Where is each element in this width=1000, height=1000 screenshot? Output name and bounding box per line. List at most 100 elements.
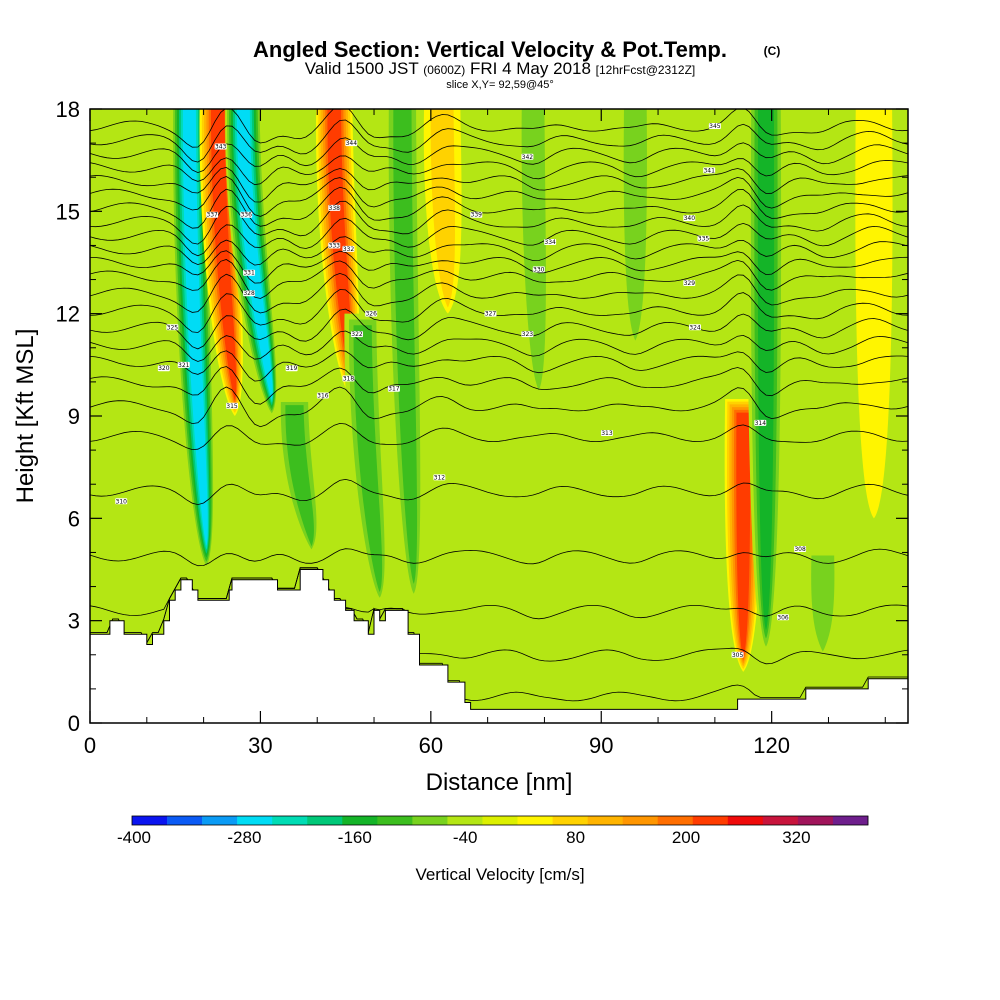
colorbar-swatch [447,816,483,825]
contour-label: 340 [684,215,696,222]
theta-contour-line [90,217,908,257]
contour-label: 330 [533,266,545,273]
contour-label-bg [470,211,483,218]
contour-label-bg [600,430,613,437]
contour-label-bg [342,375,355,382]
theta-contour-line [90,186,908,229]
contour-label-bg [433,474,446,481]
contour-label: 323 [522,331,534,338]
colorbar-tick-label: -400 [117,828,151,847]
chart-title: Angled Section: Vertical Velocity & Pot.… [253,37,727,62]
colorbar-swatch [517,816,553,825]
contour-label: 341 [703,167,715,174]
contour-label: 345 [709,123,721,130]
contour-labels: 305 306 308 310 312 313 314 315 316 317 318 319 320 3… [115,123,807,659]
theta-contour-line [90,478,908,506]
contour-label: 344 [346,140,358,147]
contour-label: 338 [329,205,341,212]
axes: 0 30 60 90 120 0 3 6 9 12 15 18 [56,97,908,758]
contour-label: 335 [698,236,710,243]
colorbar-swatch [482,816,518,825]
contour-label: 337 [206,212,218,219]
velocity-level [811,555,835,652]
velocity-band [855,109,893,519]
subtitle-utc: (0600Z) [423,63,465,77]
contour-label-bg [214,143,227,150]
theta-contour-line [90,548,908,567]
colorbar-swatch [587,816,623,825]
velocity-level [182,109,208,546]
contour-label: 339 [471,212,483,219]
theta-contour-line [90,308,908,350]
velocity-band [804,552,842,655]
contour-label: 327 [485,311,497,318]
colorbar-label: Vertical Velocity [cm/s] [415,865,584,884]
contour-label-bg [544,239,557,246]
contour-label: 343 [215,144,227,151]
theta-contour-line [90,155,908,186]
x-axis-label: Distance [nm] [426,769,573,796]
contour-label: 322 [351,331,363,338]
contour-label: 334 [544,239,556,246]
contour-label-bg [683,215,696,222]
contour-label: 324 [689,324,701,331]
velocity-band [225,109,278,416]
theta-contour-line [90,366,908,405]
colorbar-swatch [762,816,799,825]
contour-label-bg [365,310,378,317]
x-tick-label: 120 [753,733,790,758]
contour-label-bg [226,402,239,409]
colorbar-swatch [342,816,378,825]
contour-label-bg [703,167,716,174]
contour-label-bg [328,204,341,211]
contour-label-bg [532,266,545,273]
theta-contour-line [90,289,908,333]
contour-label-bg [240,211,253,218]
contour-label-bg [243,290,256,297]
contour-label-bg [794,546,807,553]
contour-label-bg [157,365,170,372]
terrain [90,569,908,723]
colorbar-tick-label: 200 [672,828,700,847]
subtitle-forecast: [12hrFcst@2312Z] [596,63,696,77]
velocity-band [276,398,320,553]
contour-label: 326 [365,311,377,318]
colorbar-swatch [132,816,168,825]
contour-label: 331 [243,270,255,277]
contour-label: 310 [116,498,128,505]
chart-subtitle: Valid 1500 JST (0600Z) FRI 4 May 2018 [1… [305,59,695,78]
contour-label-bg [688,324,701,331]
colorbar-swatch [622,816,659,825]
x-tick-label: 60 [419,733,443,758]
colorbar-swatch [202,816,238,825]
contour-label-bg [484,310,497,317]
colorbar-tick-label: -280 [227,828,261,847]
x-tick-label: 30 [248,733,272,758]
x-tick-label: 0 [84,733,96,758]
theta-contour-line [90,236,908,266]
colorbar-swatch [692,816,729,825]
theta-contours [90,109,908,702]
velocity-level [393,109,418,584]
y-tick-label: 3 [68,609,80,634]
contour-label: 318 [343,375,355,382]
contour-label: 316 [317,393,329,400]
contour-label: 333 [329,242,341,249]
contour-label-bg [521,153,534,160]
subtitle-date: FRI 4 May 2018 [470,59,591,78]
contour-label: 305 [732,652,744,659]
theta-contour-line [90,272,908,314]
y-tick-label: 9 [68,404,80,429]
theta-contour-line [90,176,908,217]
contour-label-bg [777,614,790,621]
colorbar-swatch [832,816,869,825]
y-tick-label: 0 [68,711,80,736]
colorbar-tick-label: -40 [453,828,478,847]
colorbar-swatch [797,816,834,825]
colorbar-swatch [377,816,413,825]
contour-label: 321 [178,362,190,369]
contour-label-bg [316,392,329,399]
colorbar-tick-label: 320 [782,828,810,847]
velocity-field [90,109,908,723]
